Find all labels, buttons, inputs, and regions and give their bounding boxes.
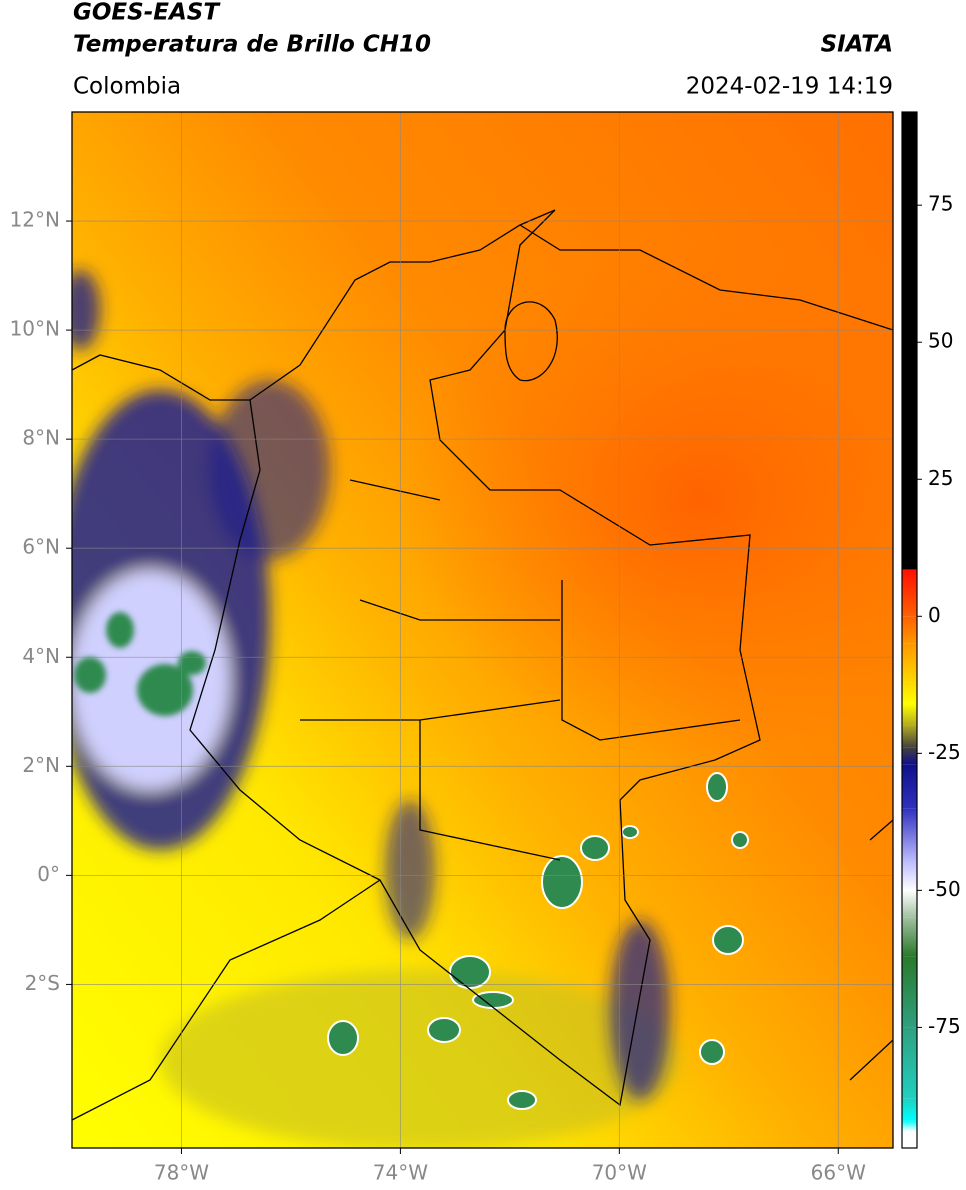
colorbar-segment <box>902 1131 917 1148</box>
colorbar-tick-label: -25 <box>928 740 961 764</box>
x-tick-label: 74°W <box>373 1161 428 1185</box>
colorbar-segment <box>902 1098 917 1121</box>
satellite-image <box>72 112 893 1148</box>
colorbar-segment <box>902 1120 917 1132</box>
title-line: GOES-EAST <box>73 0 221 26</box>
colorbar-segment <box>902 956 917 1028</box>
colorbar-segment <box>902 890 917 918</box>
y-tick-label: 12°N <box>10 208 60 232</box>
x-tick-label: 78°W <box>154 1161 209 1185</box>
y-tick-label: 2°S <box>25 971 60 995</box>
agency: SIATA <box>821 32 893 58</box>
colorbar-segment <box>902 616 917 644</box>
datetime: 2024-02-19 14:19 <box>686 74 893 100</box>
y-tick-label: 0° <box>37 862 60 886</box>
title-line: Temperatura de Brillo CH10 <box>73 32 431 58</box>
y-tick-label: 8°N <box>22 426 60 450</box>
region: Colombia <box>73 74 181 100</box>
colorbar-tick-label: -75 <box>928 1014 961 1038</box>
colorbar-tick-label: 25 <box>928 466 953 490</box>
colorbar-tick-label: 0 <box>928 603 941 627</box>
colorbar-frame <box>901 111 918 1149</box>
y-tick-label: 4°N <box>22 644 60 668</box>
colorbar-segment <box>902 808 917 863</box>
colorbar-segment <box>902 764 917 809</box>
x-tick-label: 66°W <box>811 1161 866 1185</box>
y-tick-label: 6°N <box>22 535 60 559</box>
colorbar-segment <box>902 569 917 617</box>
colorbar-segment <box>902 112 917 570</box>
y-tick-label: 10°N <box>10 317 60 341</box>
colorbar-segment <box>902 1027 917 1099</box>
colorbar-segment <box>902 643 917 683</box>
colorbar-segment <box>902 747 917 765</box>
x-tick-label: 70°W <box>592 1161 647 1185</box>
colorbar-tick-label: -50 <box>928 877 961 901</box>
colorbar-segment <box>902 862 917 891</box>
colorbar-tick-label: 50 <box>928 329 953 353</box>
map-frame <box>71 111 894 1149</box>
colorbar-segment <box>902 704 917 726</box>
colorbar-segment <box>902 725 917 748</box>
colorbar-segment <box>902 682 917 704</box>
colorbar-tick-label: 75 <box>928 192 953 216</box>
colorbar-segment <box>902 917 917 957</box>
y-tick-label: 2°N <box>22 753 60 777</box>
